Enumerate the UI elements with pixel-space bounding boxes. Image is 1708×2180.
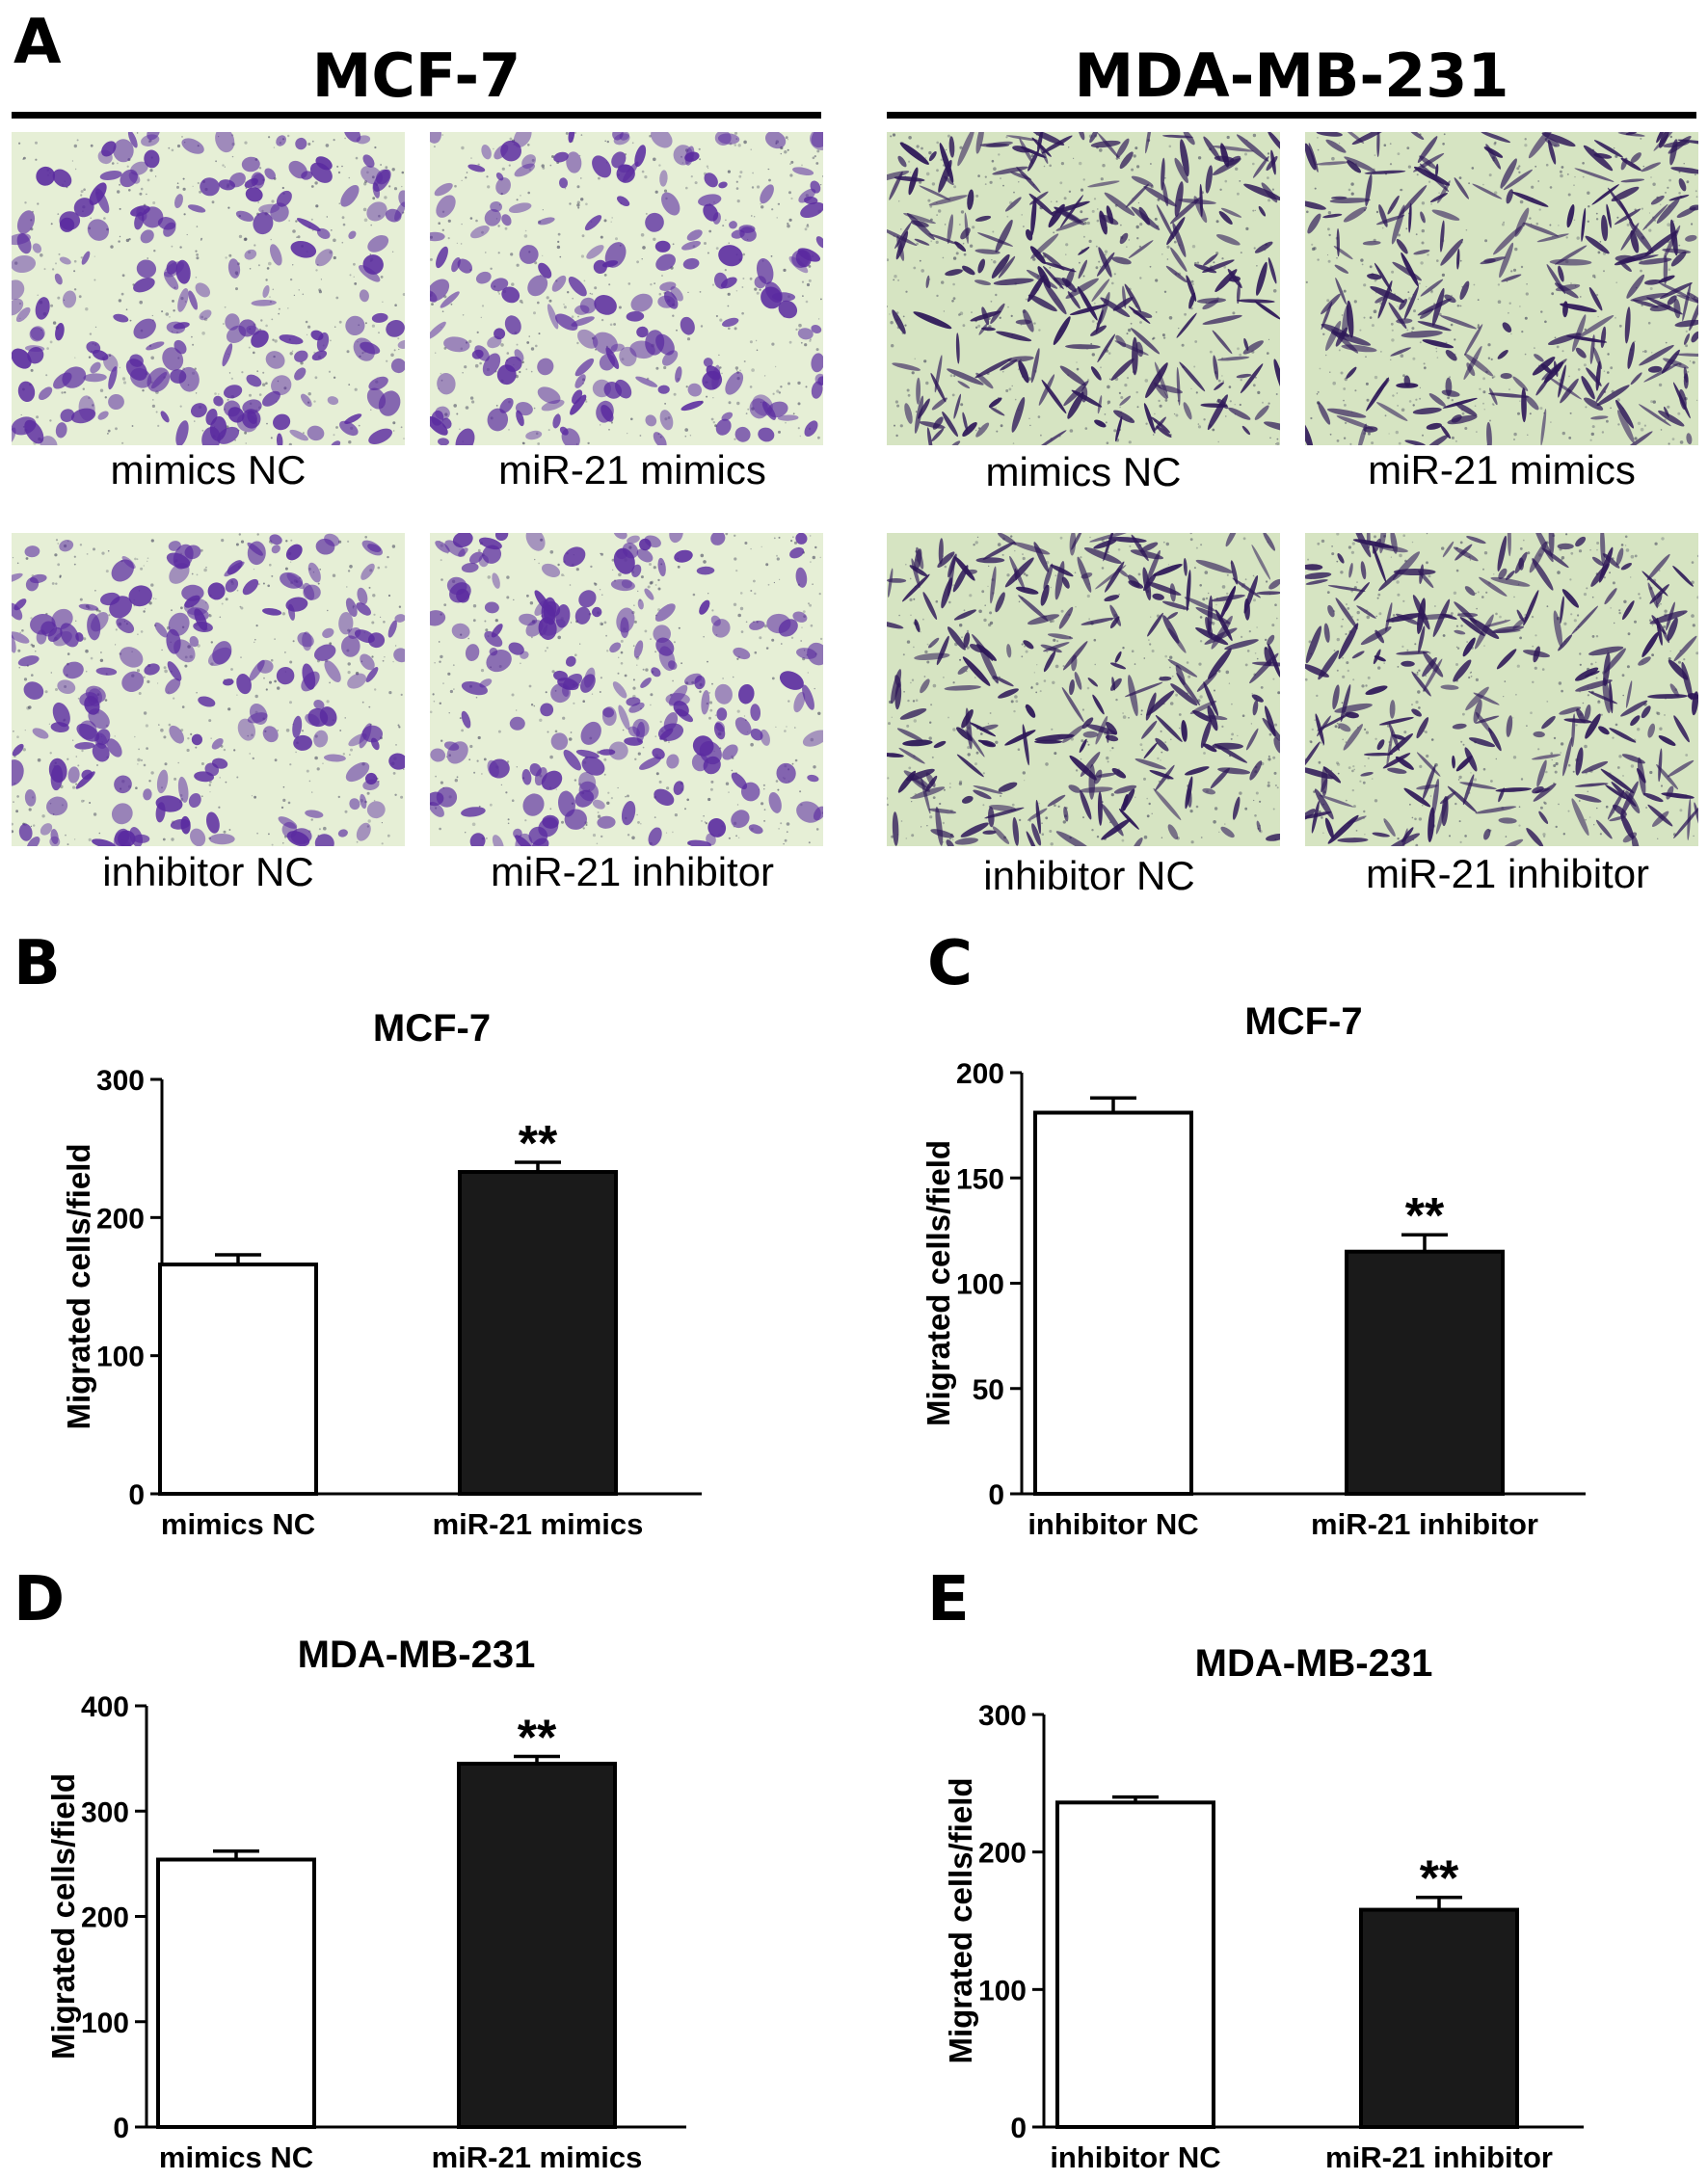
- chart-e-ytick-label: 100: [978, 1975, 1027, 2007]
- chart-e-ytick-label: 0: [1010, 2113, 1027, 2144]
- panel-letter-d: D: [13, 1564, 66, 1635]
- chart-b-ytick-label: 0: [128, 1479, 145, 1511]
- chart-d-ylabel: Migrated cells/field: [45, 1773, 81, 2060]
- label-mdamb231-mir21-inhibitor: miR-21 inhibitor: [1365, 851, 1650, 896]
- mdamb231-column-title: MDA-MB-231: [1074, 40, 1509, 111]
- label-mcf7-mir21-inhibitor: miR-21 inhibitor: [490, 849, 775, 894]
- label-mcf7-mir21-mimics: miR-21 mimics: [498, 447, 766, 492]
- chart-b-category-0: mimics NC: [161, 1507, 315, 1541]
- label-mcf7-inhibitor-nc: inhibitor NC: [102, 849, 314, 894]
- mcf7-title-rule: [12, 112, 821, 119]
- chart-d-mdamb231-mimics: MDA-MB-231 Migrated cells/field 0 100 200 300…: [45, 1634, 686, 2174]
- chart-c-ytick-label: 50: [973, 1374, 1004, 1406]
- chart-e-ytick-label: 300: [978, 1700, 1027, 1732]
- label-mdamb231-mimics-nc: mimics NC: [985, 449, 1182, 494]
- chart-c-ytick-label: 150: [956, 1163, 1004, 1195]
- micrograph-mcf7-mir21-inhibitor: [430, 533, 823, 846]
- chart-c-significance-1: **: [1405, 1188, 1445, 1244]
- chart-b-mcf7-mimics: MCF-7 Migrated cells/field 0 100 200 300 mimic…: [61, 1007, 702, 1541]
- chart-b-ylabel: Migrated cells/field: [61, 1143, 96, 1429]
- chart-c-category-1: miR-21 inhibitor: [1311, 1507, 1538, 1541]
- chart-b-category-1: miR-21 mimics: [433, 1507, 644, 1541]
- chart-d-bar-0: [156, 1857, 316, 2129]
- chart-b-bar-0: [158, 1263, 318, 1497]
- chart-d-category-0: mimics NC: [159, 2140, 313, 2174]
- chart-d-ytick-label: 100: [81, 2007, 129, 2039]
- micrograph-mdamb231-inhibitor-nc: [887, 533, 1280, 846]
- chart-e-mdamb231-inhibitor: MDA-MB-231 Migrated cells/field 0 100 200 300…: [943, 1642, 1584, 2174]
- chart-d-ytick-label: 400: [81, 1691, 129, 1723]
- chart-e-bar-0: [1055, 1800, 1215, 2129]
- chart-d-significance-1: **: [518, 1710, 557, 1766]
- micrograph-mdamb231-mir21-mimics: [1305, 132, 1698, 445]
- chart-e-bar-1: [1359, 1907, 1519, 2129]
- chart-b-significance-1: **: [519, 1116, 558, 1172]
- chart-b-title: MCF-7: [373, 1007, 491, 1050]
- micrograph-mdamb231-mir21-inhibitor: [1305, 533, 1698, 846]
- chart-e-ylabel: Migrated cells/field: [943, 1777, 978, 2063]
- chart-c-ytick-label: 200: [956, 1058, 1004, 1090]
- mcf7-column-title: MCF-7: [311, 40, 521, 111]
- chart-e-ytick-label: 200: [978, 1838, 1027, 1870]
- chart-b-ytick-label: 100: [96, 1342, 145, 1373]
- chart-e-category-1: miR-21 inhibitor: [1325, 2140, 1553, 2174]
- mdamb231-title-rule: [887, 112, 1696, 119]
- chart-d-title: MDA-MB-231: [298, 1634, 536, 1676]
- chart-c-ytick-label: 0: [988, 1479, 1004, 1511]
- micrograph-mcf7-mir21-mimics: [430, 132, 823, 445]
- chart-c-title: MCF-7: [1244, 1000, 1362, 1043]
- micrograph-mcf7-inhibitor-nc: [12, 533, 405, 846]
- chart-b-ytick-label: 200: [96, 1203, 145, 1235]
- chart-d-category-1: miR-21 mimics: [432, 2140, 643, 2174]
- chart-c-bar-1: [1345, 1249, 1505, 1496]
- micrograph-mcf7-mimics-nc: [12, 132, 405, 445]
- chart-d-ytick-label: 300: [81, 1796, 129, 1828]
- label-mdamb231-inhibitor-nc: inhibitor NC: [983, 853, 1195, 898]
- chart-d-ytick-label: 0: [113, 2113, 129, 2144]
- label-mcf7-mimics-nc: mimics NC: [110, 447, 307, 492]
- micrograph-mdamb231-mimics-nc: [887, 132, 1280, 445]
- label-mdamb231-mir21-mimics: miR-21 mimics: [1368, 447, 1636, 492]
- chart-b-bar-1: [458, 1170, 618, 1497]
- panel-letter-a: A: [13, 7, 62, 78]
- chart-c-mcf7-inhibitor: MCF-7 Migrated cells/field 0 50 100 150 200 inh…: [921, 1000, 1586, 1541]
- chart-b-ytick-label: 300: [96, 1065, 145, 1097]
- chart-d-bar-1: [457, 1762, 617, 2129]
- chart-e-category-0: inhibitor NC: [1050, 2140, 1220, 2174]
- chart-c-category-0: inhibitor NC: [1027, 1507, 1198, 1541]
- chart-d-ytick-label: 200: [81, 1902, 129, 1934]
- panel-letter-c: C: [927, 928, 973, 999]
- chart-c-ylabel: Migrated cells/field: [921, 1140, 956, 1426]
- chart-c-ytick-label: 100: [956, 1269, 1004, 1301]
- chart-e-title: MDA-MB-231: [1195, 1642, 1433, 1685]
- chart-e-significance-1: **: [1420, 1851, 1459, 1907]
- chart-c-bar-0: [1033, 1110, 1193, 1496]
- panel-letter-e: E: [927, 1564, 970, 1635]
- panel-letter-b: B: [13, 928, 61, 999]
